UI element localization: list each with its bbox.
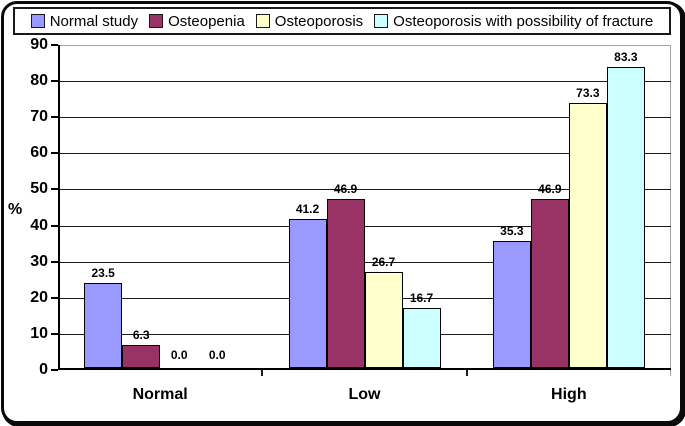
bar-value-label: 26.7 <box>371 254 396 269</box>
bar <box>402 307 441 368</box>
y-axis-tick-label: 20 <box>30 288 48 306</box>
bar <box>492 240 531 368</box>
bar-value-label: 16.7 <box>409 290 434 305</box>
y-axis-tick-label: 10 <box>30 324 48 342</box>
y-axis-tick-mark <box>51 44 58 46</box>
legend-item-label: Normal study <box>49 12 139 30</box>
gridline <box>60 117 671 119</box>
bar <box>288 219 327 368</box>
y-axis-title: % <box>8 201 23 218</box>
y-axis-tick-label: 80 <box>30 72 48 90</box>
bar-value-label: 0.0 <box>170 348 188 362</box>
bar <box>122 345 161 368</box>
bar-value-label: 41.2 <box>295 202 320 217</box>
plot-area: 23.5 6.3 0.0 0.0 41.2 46.9 26.7 16.7 35.3 46.9 73.… <box>58 45 671 370</box>
y-axis-tick-mark <box>51 188 58 191</box>
legend-item: Osteopenia <box>149 14 245 29</box>
bar-value-label: 73.3 <box>576 86 600 101</box>
y-axis-line <box>58 45 60 370</box>
x-axis-category-label: Normal <box>132 386 188 403</box>
y-axis-tick-mark <box>51 152 58 155</box>
plot-border-top <box>58 45 671 46</box>
gridline <box>60 153 671 155</box>
gridline <box>60 189 671 191</box>
legend-swatch-icon <box>255 14 270 28</box>
legend-item-label: Osteoporosis <box>274 12 364 30</box>
bar <box>364 271 403 368</box>
y-axis-tick-mark <box>51 224 58 227</box>
legend-swatch-icon <box>374 14 389 28</box>
y-axis-tick-label: 70 <box>30 108 48 126</box>
y-axis-tick-mark <box>51 260 58 263</box>
bar <box>326 198 365 368</box>
x-axis-category-label: High <box>551 386 587 403</box>
y-axis-tick-mark <box>51 369 58 371</box>
legend-item-label: Osteopenia <box>168 12 245 30</box>
bar <box>84 283 123 368</box>
bar <box>530 198 569 368</box>
gridline <box>60 81 671 83</box>
legend-swatch-icon <box>30 14 45 28</box>
bar-value-label: 0.0 <box>208 348 226 362</box>
y-axis-tick-label: 60 <box>30 144 48 162</box>
bar <box>606 67 645 368</box>
y-axis-tick-label: 40 <box>30 216 48 234</box>
bar-value-label: 46.9 <box>333 181 358 196</box>
gridline <box>60 261 671 263</box>
x-axis-tick-mark <box>465 370 468 376</box>
bar <box>568 103 607 368</box>
y-axis-tick-label: 90 <box>30 36 48 53</box>
legend-item: Osteoporosis <box>255 12 364 30</box>
y-axis-tick-mark <box>51 332 58 335</box>
y-axis-tick-mark <box>51 80 58 83</box>
y-axis-tick-mark <box>51 116 58 119</box>
x-axis-end-tick-mark <box>670 370 671 376</box>
legend: Normal study Osteopenia Osteoporosis Osteop… <box>13 7 671 35</box>
bar-value-label: 23.5 <box>91 266 115 281</box>
gridline <box>60 225 671 227</box>
x-axis-category-label: Low <box>348 386 381 403</box>
bar-value-label: 83.3 <box>614 50 638 65</box>
y-axis-tick-label: 50 <box>30 180 48 198</box>
plot-border-right <box>670 45 671 370</box>
y-axis-tick-label: 30 <box>30 252 48 270</box>
bar-value-label: 6.3 <box>132 328 150 343</box>
y-axis-tick-label: 0 <box>39 361 48 378</box>
x-axis-line <box>58 368 671 370</box>
bar-value-label: 35.3 <box>500 223 524 238</box>
y-axis-tick-mark <box>51 296 58 299</box>
x-axis-tick-mark <box>261 370 264 376</box>
bar-value-label: 46.9 <box>538 181 562 196</box>
legend-swatch-icon <box>149 14 164 28</box>
legend-item: Normal study <box>30 12 139 30</box>
legend-item-label: Osteoporosis with possibility of fractur… <box>393 12 654 30</box>
legend-item: Osteoporosis with possibility of fractur… <box>374 14 653 29</box>
